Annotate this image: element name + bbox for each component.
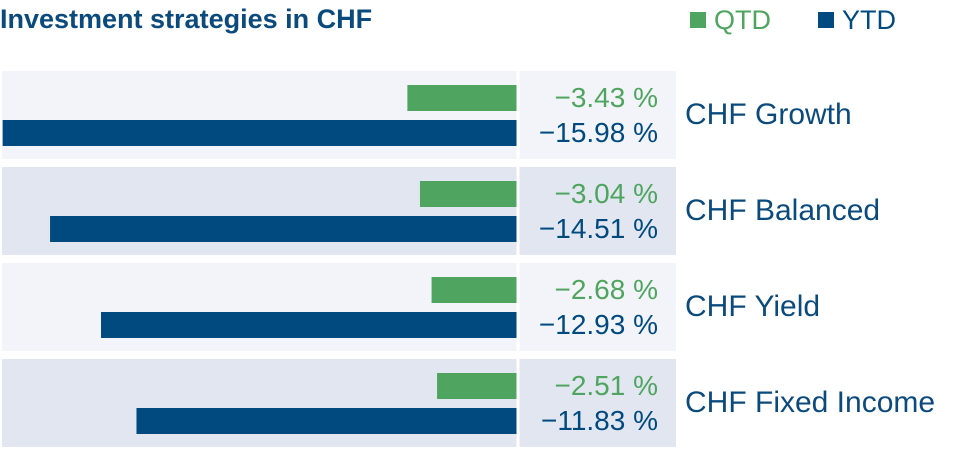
- bar-qtd: [437, 373, 518, 399]
- data-label-ytd: −11.83 %: [541, 405, 658, 436]
- legend-swatch-qtd: [690, 12, 706, 28]
- bar-ytd: [136, 408, 519, 434]
- bar-qtd: [419, 181, 518, 207]
- bar-ytd: [2, 120, 518, 146]
- data-label-ytd: −12.93 %: [539, 309, 658, 340]
- category-label: CHF Growth: [685, 98, 852, 131]
- category-label: CHF Balanced: [685, 194, 880, 227]
- category-label: CHF Yield: [685, 290, 820, 323]
- data-label-ytd: −15.98 %: [539, 117, 658, 148]
- legend-qtd: QTD: [690, 0, 771, 40]
- data-label-qtd: −2.51 %: [554, 370, 658, 401]
- legend-label-ytd: YTD: [842, 5, 896, 35]
- bar-ytd: [101, 312, 518, 338]
- data-label-qtd: −3.04 %: [554, 178, 658, 209]
- legend-label-qtd: QTD: [714, 5, 771, 35]
- data-label-qtd: −2.68 %: [554, 274, 658, 305]
- bar-ytd: [50, 216, 519, 242]
- chart-title: Investment strategies in CHF: [0, 4, 373, 34]
- legend-ytd: YTD: [818, 0, 896, 40]
- category-label: CHF Fixed Income: [685, 386, 935, 419]
- bar-qtd: [407, 85, 518, 111]
- data-label-qtd: −3.43 %: [554, 82, 658, 113]
- data-label-ytd: −14.51 %: [539, 213, 658, 244]
- legend-swatch-ytd: [818, 12, 834, 28]
- bar-qtd: [431, 277, 518, 303]
